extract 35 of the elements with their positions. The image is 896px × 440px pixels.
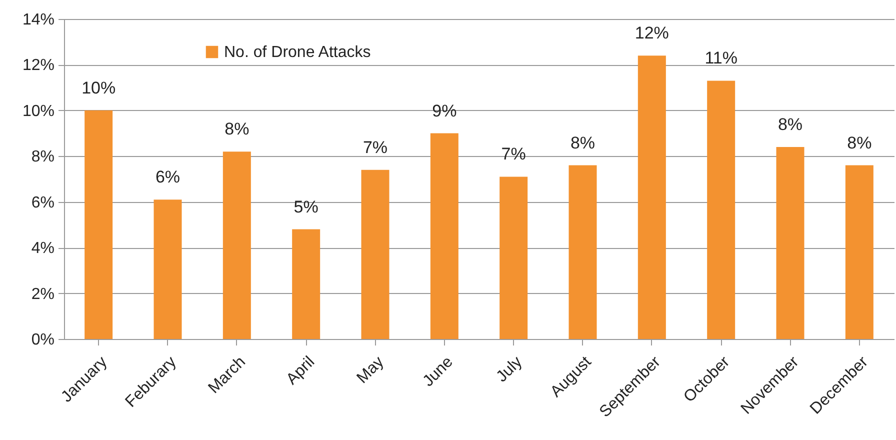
- data-label: 7%: [362, 138, 388, 157]
- bar: [292, 229, 320, 339]
- bar: [845, 165, 874, 339]
- bar: [707, 80, 736, 339]
- y-tick-label: 8%: [31, 148, 54, 166]
- bar: [500, 176, 528, 339]
- data-label: 8%: [778, 115, 803, 134]
- data-label: 8%: [224, 120, 250, 139]
- x-tick-label: July: [493, 354, 526, 386]
- bar: [568, 165, 597, 339]
- data-label: 5%: [294, 197, 318, 216]
- data-label: 7%: [501, 144, 526, 164]
- y-tick-label: 10%: [22, 102, 54, 120]
- bar: [638, 56, 666, 339]
- data-label: 8%: [570, 133, 596, 152]
- bar: [430, 133, 458, 339]
- data-label: 8%: [847, 133, 872, 152]
- data-label: 11%: [704, 48, 738, 68]
- bar: [361, 170, 390, 339]
- y-tick-label: 4%: [31, 240, 54, 258]
- bar: [222, 152, 251, 339]
- y-tick-label: 14%: [22, 12, 54, 28]
- data-label: 9%: [432, 101, 457, 120]
- bar: [154, 200, 182, 339]
- bar: [84, 110, 113, 339]
- legend-label: No. of Drone Attacks: [224, 44, 371, 61]
- y-tick-label: 0%: [31, 332, 54, 348]
- data-label: 6%: [155, 168, 180, 187]
- data-label: 10%: [82, 78, 116, 98]
- x-tick-label: May: [354, 354, 388, 387]
- y-tick-label: 12%: [22, 57, 54, 74]
- y-tick-label: 2%: [31, 286, 54, 303]
- bar: [776, 147, 804, 339]
- y-tick-label: 6%: [31, 194, 54, 212]
- data-label: 12%: [634, 24, 669, 43]
